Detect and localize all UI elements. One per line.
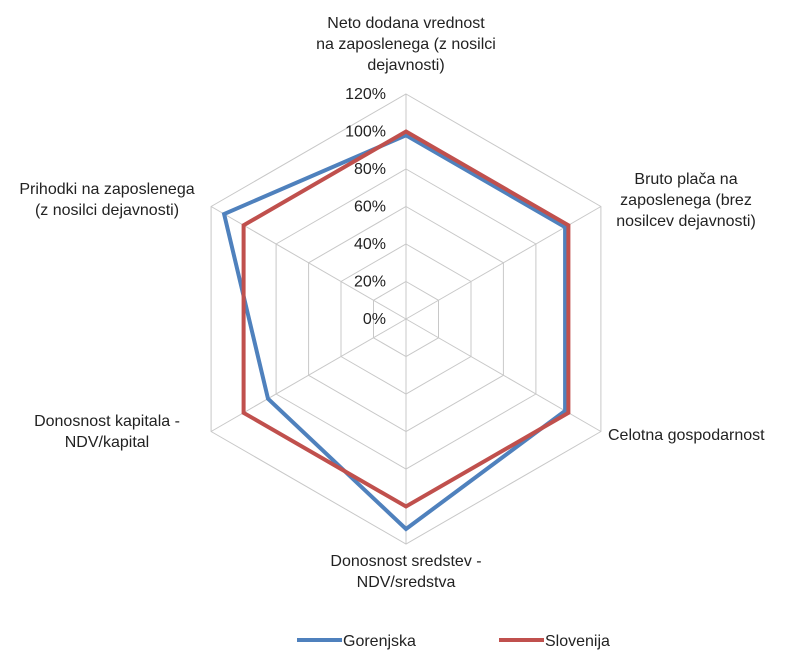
legend-label-gorenjska: Gorenjska	[343, 633, 416, 650]
legend-label-slovenija: Slovenija	[545, 633, 610, 650]
axis-label: Prihodki na zaposlenega (z nosilci dejavn…	[19, 181, 194, 219]
axis-label: Neto dodana vrednost na zaposlenega (z no…	[316, 15, 496, 74]
axis-label: Donosnost kapitala -NDV/kapital	[34, 413, 180, 451]
series-line-gorenjska	[221, 133, 568, 532]
tick-label: 60%	[354, 199, 386, 216]
tick-label: 20%	[354, 274, 386, 291]
radar-axis-labels: Neto dodana vrednost na zaposlenega (z no…	[19, 15, 765, 591]
tick-label: 40%	[354, 236, 386, 253]
legend: Gorenjska Slovenija	[297, 633, 610, 650]
tick-label: 120%	[345, 86, 386, 103]
tick-label: 100%	[345, 124, 386, 141]
radar-series	[221, 129, 571, 532]
tick-label: 80%	[354, 161, 386, 178]
series-line-slovenija	[241, 129, 571, 509]
radar-grid	[210, 93, 602, 545]
axis-label: Celotna gospodarnost	[608, 427, 765, 444]
axis-label: Bruto plača na zaposlenega (brez nosilcev …	[616, 171, 756, 230]
tick-label: 0%	[363, 311, 386, 328]
radar-tick-labels: 0% 20% 40% 60% 80% 100% 120%	[345, 86, 386, 328]
axis-label: Donosnost sredstev -NDV/sredstva	[330, 553, 481, 591]
